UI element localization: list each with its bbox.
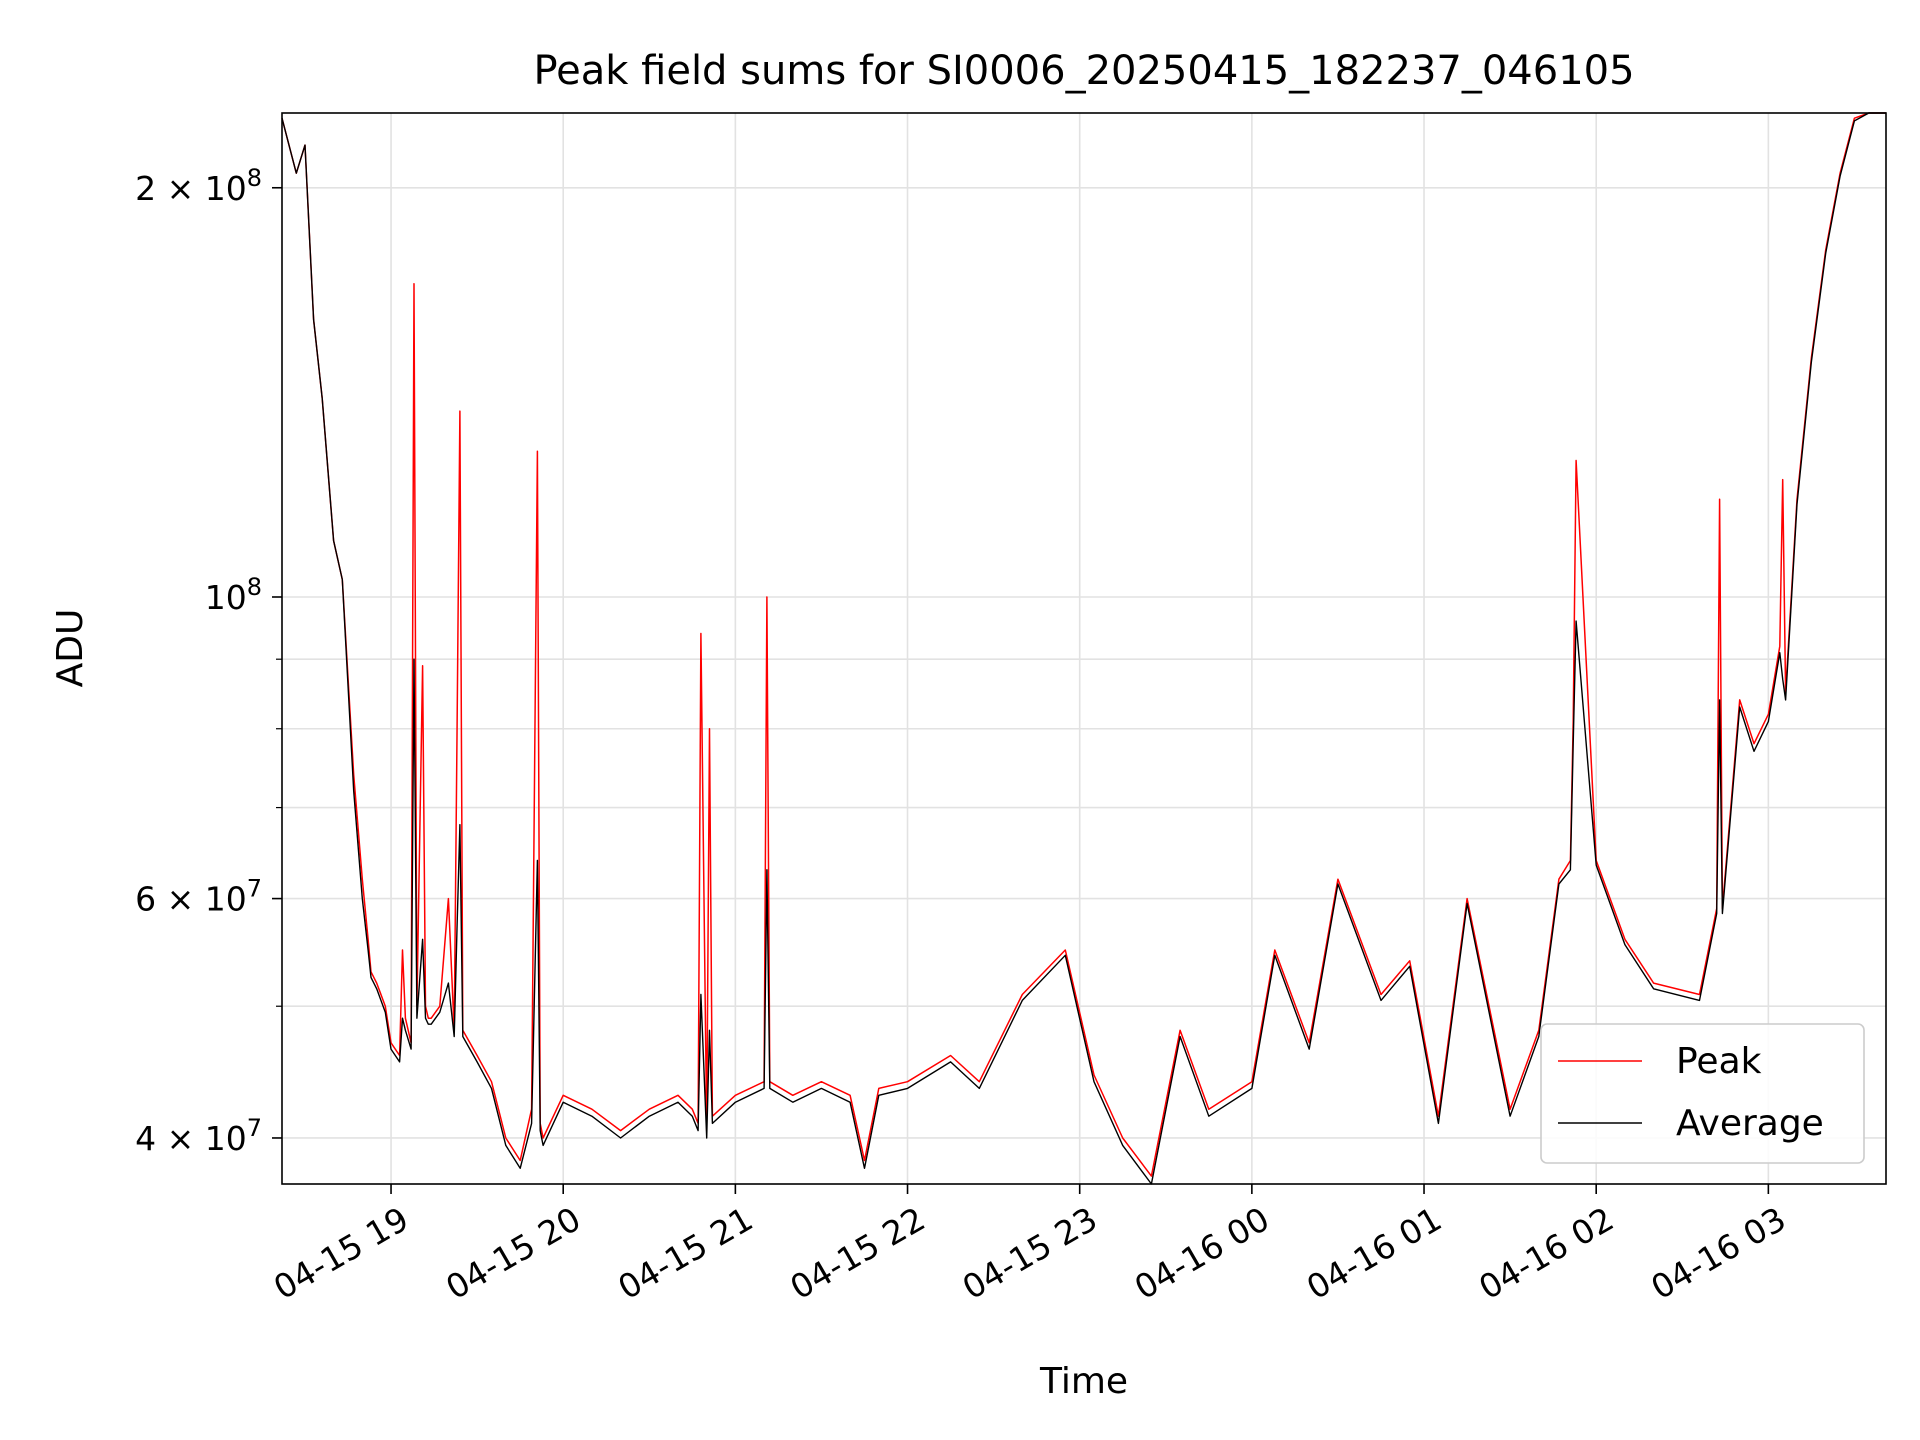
plot-frame (281, 112, 1887, 1185)
y-tick-label: 108 (205, 573, 262, 617)
y-axis-label: ADU (50, 609, 91, 688)
legend-label-peak: Peak (1676, 1041, 1762, 1082)
legend: Peak Average (1540, 1023, 1865, 1164)
y-tick-label: 2 × 108 (135, 164, 262, 208)
chart-title: Peak field sums for SI0006_20250415_1822… (533, 48, 1634, 94)
legend-label-average: Average (1676, 1103, 1824, 1144)
y-tick-label: 4 × 107 (135, 1114, 262, 1158)
series-line-average (281, 112, 1886, 1185)
series-line-peak (281, 112, 1886, 1177)
y-tick-label: 6 × 107 (135, 875, 262, 919)
x-axis-label: Time (1039, 1361, 1128, 1402)
series-layer (281, 112, 1886, 1185)
legend-box (1540, 1023, 1865, 1164)
